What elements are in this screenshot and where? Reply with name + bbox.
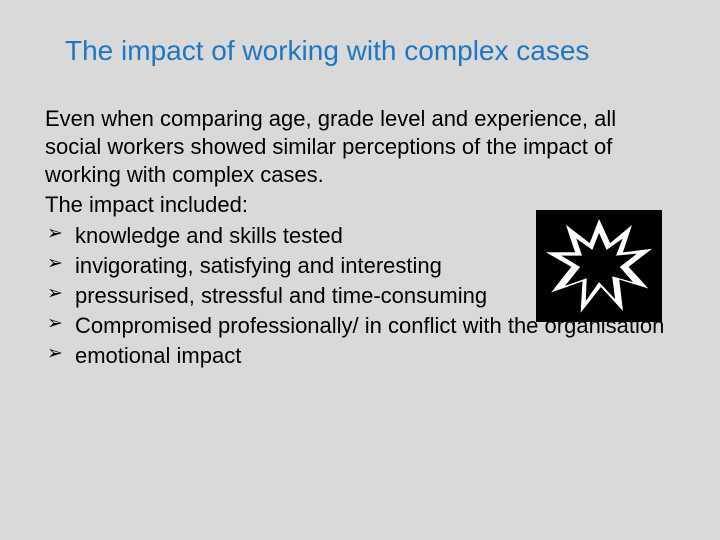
intro-paragraph: Even when comparing age, grade level and… (45, 105, 675, 189)
list-item: emotional impact (45, 342, 675, 370)
starburst-icon (536, 210, 662, 322)
slide: The impact of working with complex cases… (0, 0, 720, 540)
slide-title: The impact of working with complex cases (65, 35, 675, 67)
